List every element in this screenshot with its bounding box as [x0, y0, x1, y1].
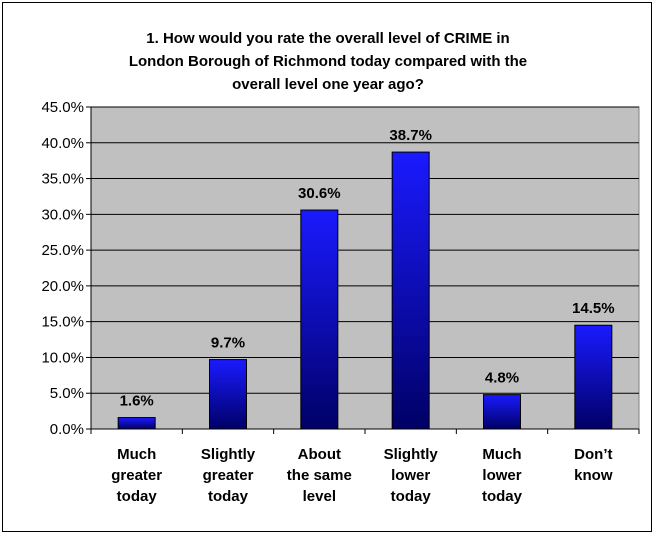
y-tick-label: 5.0%	[50, 385, 84, 402]
bar	[483, 394, 521, 430]
y-tick-label: 0.0%	[50, 421, 84, 438]
bar	[117, 417, 156, 430]
x-axis: Much greater today Slightly greater today Abou…	[90, 428, 640, 505]
x-category-label: Slightly greater today	[201, 446, 256, 505]
bar	[300, 209, 339, 430]
y-tick-label: 40.0%	[41, 135, 84, 152]
y-axis: 0.0% 5.0% 10.0% 15.0% 20.0% 25.0% 30.0% 35.0% 40…	[41, 99, 92, 438]
y-tick-label: 10.0%	[41, 349, 84, 366]
x-category-label: Don’t know	[574, 446, 613, 484]
bars	[117, 151, 613, 430]
gridlines	[91, 106, 639, 394]
data-label: 14.5%	[572, 300, 615, 317]
y-tick-label: 35.0%	[41, 171, 84, 188]
x-category-label: About the same level	[287, 446, 352, 505]
data-labels: 1.6% 9.7% 30.6% 38.7% 4.8% 14.5%	[120, 127, 615, 409]
chart-title-line: overall level one year ago?	[232, 76, 424, 93]
data-label: 38.7%	[389, 127, 432, 144]
x-category-label: Much greater today	[111, 446, 162, 505]
y-tick-label: 15.0%	[41, 314, 84, 331]
x-category-label: Much lower today	[482, 446, 523, 505]
x-category-label: Slightly lower today	[384, 446, 439, 505]
plot-area	[90, 106, 640, 430]
bar	[391, 151, 430, 430]
y-tick-label: 20.0%	[41, 278, 84, 295]
chart-title-line: 1. How would you rate the overall level …	[146, 30, 509, 47]
chart-title: 1. How would you rate the overall level …	[129, 30, 527, 93]
y-tick-label: 45.0%	[41, 99, 84, 116]
data-label: 9.7%	[211, 335, 245, 352]
data-label: 1.6%	[120, 393, 154, 410]
chart-title-line: London Borough of Richmond today compare…	[129, 53, 527, 70]
bar-chart: 1. How would you rate the overall level …	[41, 30, 640, 505]
y-tick-label: 30.0%	[41, 206, 84, 223]
bar	[574, 324, 613, 430]
bar	[209, 359, 247, 430]
y-tick-label: 25.0%	[41, 242, 84, 259]
data-label: 4.8%	[485, 370, 519, 387]
data-label: 30.6%	[298, 185, 341, 202]
